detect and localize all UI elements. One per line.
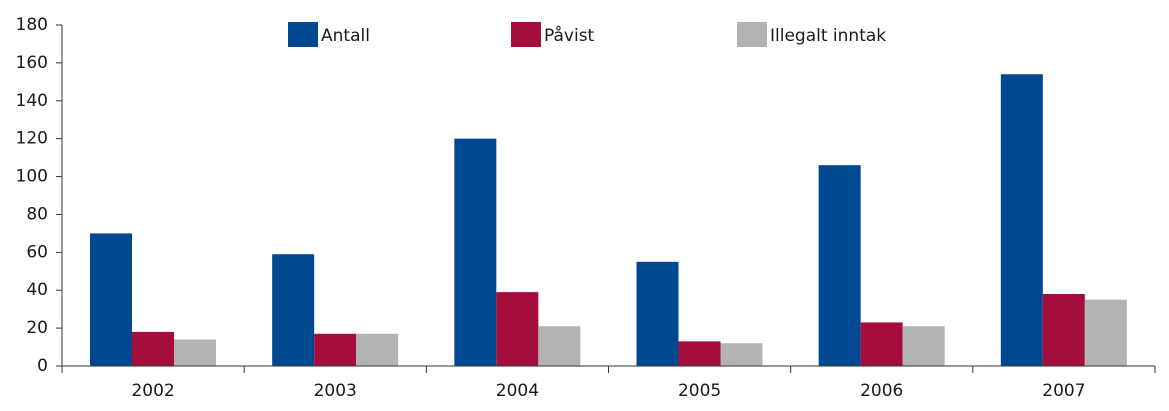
- bar: [356, 333, 399, 366]
- bar: [720, 343, 763, 366]
- bar: [1000, 74, 1043, 366]
- bar: [678, 341, 721, 366]
- y-tick-label: 0: [37, 356, 48, 376]
- bar: [90, 233, 132, 366]
- x-tick-label: 2006: [860, 381, 903, 401]
- y-tick-label: 80: [26, 204, 48, 224]
- bar: [636, 261, 679, 366]
- bar: [272, 254, 315, 366]
- legend-label: Antall: [321, 26, 370, 46]
- x-tick-label: 2004: [496, 381, 539, 401]
- bar: [538, 326, 581, 366]
- x-tick-label: 2003: [314, 381, 357, 401]
- bar: [174, 339, 216, 366]
- x-tick-label: 2007: [1042, 381, 1085, 401]
- bar: [496, 292, 539, 366]
- y-tick-label: 40: [26, 280, 48, 300]
- legend-label: Påvist: [544, 25, 595, 46]
- legend-swatch: [511, 22, 541, 47]
- y-tick-label: 60: [26, 242, 48, 262]
- bar: [454, 138, 497, 366]
- legend-swatch: [737, 22, 767, 47]
- y-tick-label: 100: [16, 167, 48, 187]
- bar: [314, 333, 357, 366]
- bar: [818, 165, 861, 366]
- legend-swatch: [288, 22, 318, 47]
- y-tick-label: 160: [16, 53, 48, 73]
- y-tick-label: 140: [16, 91, 48, 111]
- x-tick-label: 2002: [131, 381, 174, 401]
- bar: [1084, 299, 1127, 366]
- bar: [132, 331, 174, 366]
- bar: [1042, 294, 1085, 366]
- bar: [860, 322, 903, 366]
- legend-label: Illegalt inntak: [770, 26, 886, 46]
- bar: [902, 326, 945, 366]
- x-tick-label: 2005: [678, 381, 721, 401]
- y-tick-label: 120: [16, 129, 48, 149]
- y-tick-label: 180: [16, 15, 48, 35]
- y-tick-label: 20: [26, 318, 48, 338]
